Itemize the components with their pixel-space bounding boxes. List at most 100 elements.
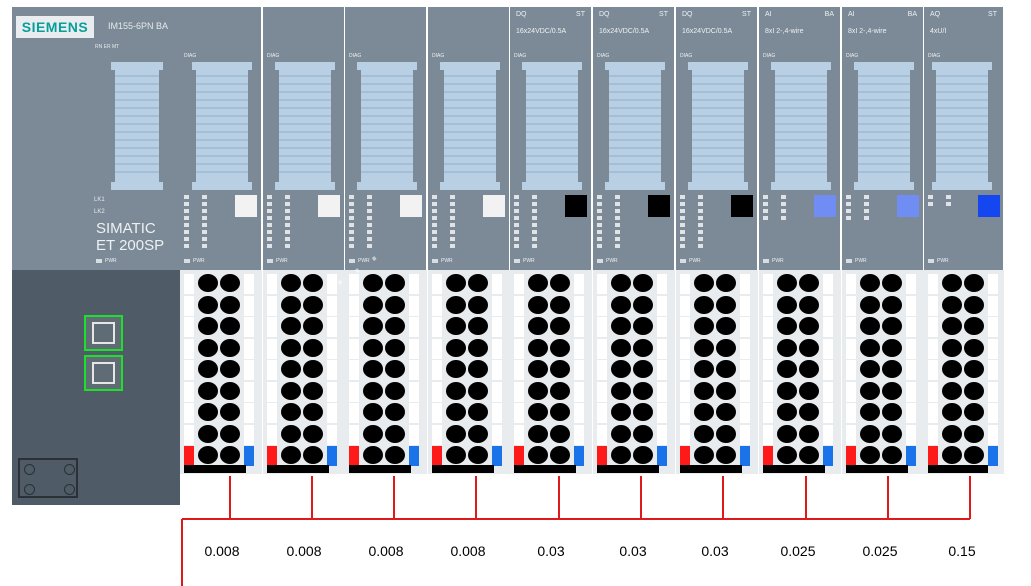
screw-terminal-icon[interactable] [528,403,548,421]
screw-terminal-icon[interactable] [446,381,466,400]
screw-terminal-icon[interactable] [446,424,466,443]
screw-terminal-icon[interactable] [281,274,301,292]
screw-terminal-icon[interactable] [303,295,323,314]
screw-terminal-icon[interactable] [777,317,797,335]
screw-terminal-icon[interactable] [694,317,714,335]
screw-terminal-icon[interactable] [611,381,631,400]
screw-terminal-icon[interactable] [303,446,323,464]
screw-terminal-icon[interactable] [363,424,383,443]
screw-terminal-icon[interactable] [528,446,548,464]
screw-terminal-icon[interactable] [633,274,653,292]
screw-terminal-icon[interactable] [694,403,714,421]
screw-terminal-icon[interactable] [860,274,880,292]
screw-terminal-icon[interactable] [528,317,548,335]
screw-terminal-icon[interactable] [799,274,819,292]
screw-terminal-icon[interactable] [716,424,736,443]
screw-terminal-icon[interactable] [528,360,548,378]
screw-terminal-icon[interactable] [446,274,466,292]
screw-terminal-icon[interactable] [964,360,984,378]
screw-terminal-icon[interactable] [694,295,714,314]
screw-terminal-icon[interactable] [281,446,301,464]
ethernet-port-2[interactable] [84,355,123,391]
screw-terminal-icon[interactable] [633,381,653,400]
screw-terminal-icon[interactable] [942,295,962,314]
screw-terminal-icon[interactable] [942,360,962,378]
screw-terminal-icon[interactable] [198,403,218,421]
screw-terminal-icon[interactable] [468,274,488,292]
screw-terminal-icon[interactable] [633,295,653,314]
screw-terminal-icon[interactable] [611,317,631,335]
screw-terminal-icon[interactable] [882,403,902,421]
screw-terminal-icon[interactable] [281,338,301,357]
screw-terminal-icon[interactable] [550,274,570,292]
screw-terminal-icon[interactable] [611,446,631,464]
screw-terminal-icon[interactable] [198,317,218,335]
screw-terminal-icon[interactable] [777,295,797,314]
screw-terminal-icon[interactable] [363,360,383,378]
screw-terminal-icon[interactable] [220,381,240,400]
screw-terminal-icon[interactable] [860,295,880,314]
screw-terminal-icon[interactable] [716,446,736,464]
screw-terminal-icon[interactable] [611,295,631,314]
screw-terminal-icon[interactable] [385,446,405,464]
screw-terminal-icon[interactable] [468,360,488,378]
screw-terminal-icon[interactable] [860,360,880,378]
screw-terminal-icon[interactable] [385,381,405,400]
screw-terminal-icon[interactable] [777,338,797,357]
screw-terminal-icon[interactable] [964,446,984,464]
screw-terminal-icon[interactable] [860,446,880,464]
screw-terminal-icon[interactable] [446,338,466,357]
screw-terminal-icon[interactable] [860,317,880,335]
screw-terminal-icon[interactable] [882,360,902,378]
screw-terminal-icon[interactable] [385,424,405,443]
screw-terminal-icon[interactable] [633,338,653,357]
screw-terminal-icon[interactable] [446,360,466,378]
screw-terminal-icon[interactable] [198,446,218,464]
screw-terminal-icon[interactable] [446,403,466,421]
screw-terminal-icon[interactable] [942,446,962,464]
screw-terminal-icon[interactable] [446,295,466,314]
screw-terminal-icon[interactable] [611,274,631,292]
screw-terminal-icon[interactable] [716,317,736,335]
screw-terminal-icon[interactable] [799,403,819,421]
screw-terminal-icon[interactable] [528,381,548,400]
screw-terminal-icon[interactable] [446,317,466,335]
screw-terminal-icon[interactable] [799,338,819,357]
screw-terminal-icon[interactable] [446,446,466,464]
screw-terminal-icon[interactable] [777,360,797,378]
screw-terminal-icon[interactable] [799,360,819,378]
screw-terminal-icon[interactable] [860,381,880,400]
screw-terminal-icon[interactable] [198,424,218,443]
screw-terminal-icon[interactable] [964,317,984,335]
screw-terminal-icon[interactable] [550,338,570,357]
screw-terminal-icon[interactable] [220,360,240,378]
screw-terminal-icon[interactable] [882,381,902,400]
screw-terminal-icon[interactable] [303,338,323,357]
screw-terminal-icon[interactable] [303,424,323,443]
screw-terminal-icon[interactable] [303,360,323,378]
screw-terminal-icon[interactable] [611,403,631,421]
screw-terminal-icon[interactable] [468,424,488,443]
screw-terminal-icon[interactable] [694,360,714,378]
screw-terminal-icon[interactable] [964,381,984,400]
screw-terminal-icon[interactable] [220,403,240,421]
screw-terminal-icon[interactable] [860,424,880,443]
screw-terminal-icon[interactable] [220,338,240,357]
screw-terminal-icon[interactable] [281,403,301,421]
screw-terminal-icon[interactable] [468,446,488,464]
screw-terminal-icon[interactable] [363,317,383,335]
screw-terminal-icon[interactable] [716,274,736,292]
screw-terminal-icon[interactable] [964,295,984,314]
screw-terminal-icon[interactable] [528,274,548,292]
screw-terminal-icon[interactable] [468,381,488,400]
screw-terminal-icon[interactable] [777,424,797,443]
screw-terminal-icon[interactable] [550,317,570,335]
screw-terminal-icon[interactable] [468,295,488,314]
screw-terminal-icon[interactable] [550,381,570,400]
screw-terminal-icon[interactable] [385,338,405,357]
screw-terminal-icon[interactable] [528,295,548,314]
screw-terminal-icon[interactable] [716,381,736,400]
screw-terminal-icon[interactable] [611,360,631,378]
screw-terminal-icon[interactable] [550,295,570,314]
screw-terminal-icon[interactable] [385,295,405,314]
